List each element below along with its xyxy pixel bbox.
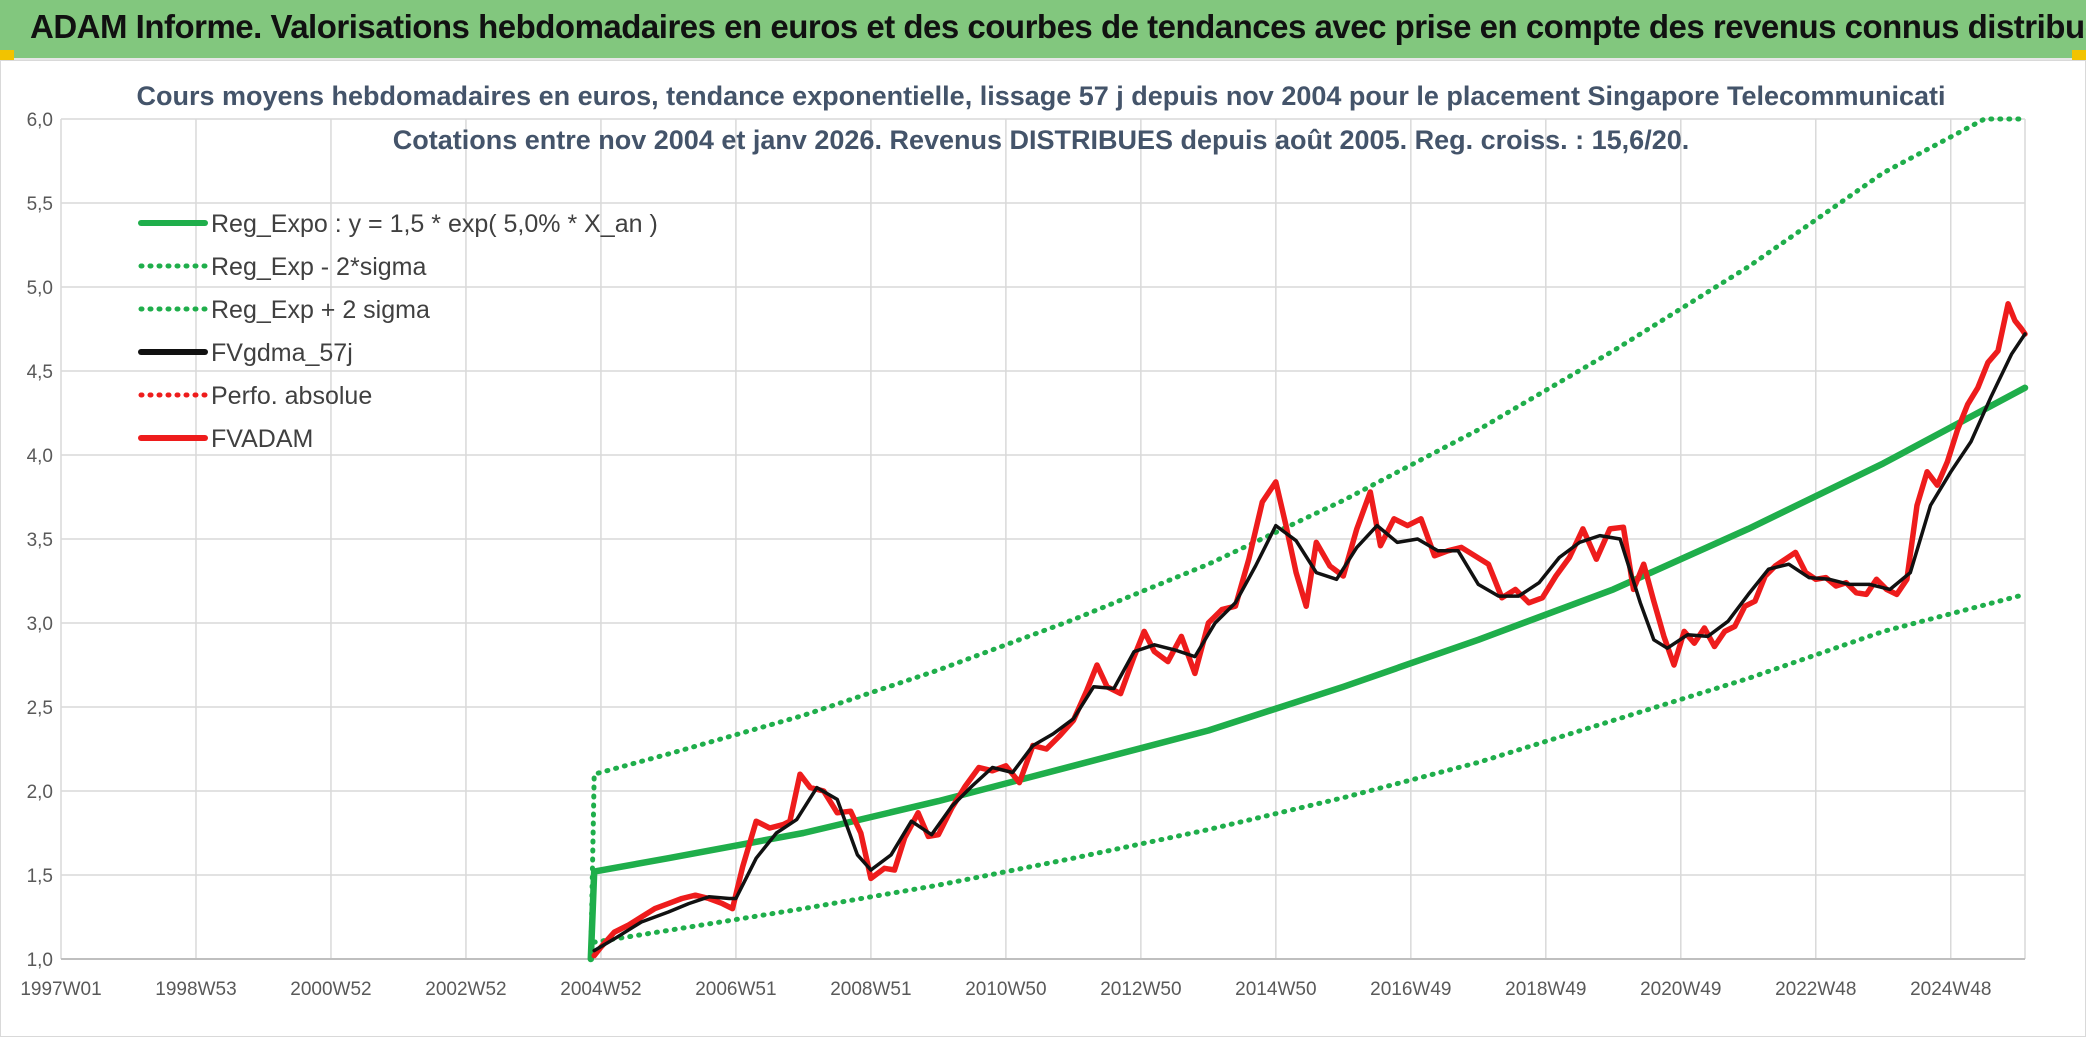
legend-label: FVgdma_57j bbox=[211, 339, 353, 367]
report-banner: ADAM Informe. Valorisations hebdomadaire… bbox=[0, 0, 2086, 61]
y-tick-label: 3,0 bbox=[27, 614, 53, 635]
y-tick-label: 4,0 bbox=[27, 446, 53, 467]
x-tick-label: 2004W52 bbox=[560, 979, 641, 1000]
chart-titles: Cours moyens hebdomadaires en euros, ten… bbox=[136, 65, 1946, 155]
x-tick-label: 1997W01 bbox=[20, 979, 101, 1000]
x-tick-label: 2010W50 bbox=[965, 979, 1046, 1000]
y-tick-label: 2,5 bbox=[27, 698, 53, 719]
series-line-3 bbox=[592, 332, 2027, 953]
chart-legend: Reg_Expo : y = 1,5 * exp( 5,0% * X_an ) R… bbox=[138, 210, 658, 453]
banner-corner-right bbox=[2072, 50, 2086, 60]
legend-label: Reg_Exp - 2*sigma bbox=[211, 253, 426, 281]
x-tick-label: 2000W52 bbox=[290, 979, 371, 1000]
x-tick-label: 2022W48 bbox=[1775, 979, 1856, 1000]
y-tick-label: 1,0 bbox=[27, 950, 53, 971]
series-line-1 bbox=[591, 591, 2028, 945]
series-line-2 bbox=[588, 116, 2028, 962]
legend-label: Reg_Expo : y = 1,5 * exp( 5,0% * X_an ) bbox=[211, 210, 658, 238]
y-tick-label: 5,5 bbox=[27, 194, 53, 215]
line-chart: 1,0 1,5 2,0 2,5 3,0 3,5 4,0 4,5 5,0 5,5 6,0 1997W01… bbox=[20, 65, 2029, 1000]
y-tick-label: 5,0 bbox=[27, 278, 53, 299]
title-background bbox=[251, 65, 1831, 107]
series-line-5 bbox=[591, 301, 2028, 959]
x-tick-label: 2002W52 bbox=[425, 979, 506, 1000]
x-tick-label: 1998W53 bbox=[155, 979, 236, 1000]
y-tick-label: 2,0 bbox=[27, 782, 53, 803]
y-tick-label: 3,5 bbox=[27, 530, 53, 551]
chart-grid bbox=[60, 118, 2026, 960]
chart-axes: 1,0 1,5 2,0 2,5 3,0 3,5 4,0 4,5 5,0 5,5 6,0 1997W01… bbox=[20, 110, 2025, 1000]
legend-label: Reg_Exp + 2 sigma bbox=[211, 296, 430, 324]
y-tick-label: 4,5 bbox=[27, 362, 53, 383]
banner-corner-left bbox=[0, 50, 14, 60]
chart-title: Cours moyens hebdomadaires en euros, ten… bbox=[136, 81, 1945, 111]
chart-subtitle: Cotations entre nov 2004 et janv 2026. R… bbox=[393, 125, 1689, 155]
chart-frame: 1,0 1,5 2,0 2,5 3,0 3,5 4,0 4,5 5,0 5,5 6,0 1997W01… bbox=[0, 60, 2086, 1037]
report-title: ADAM Informe. Valorisations hebdomadaire… bbox=[30, 8, 2086, 45]
y-tick-label: 6,0 bbox=[27, 110, 53, 131]
x-tick-label: 2018W49 bbox=[1505, 979, 1586, 1000]
legend-label: FVADAM bbox=[211, 425, 313, 453]
legend-label: Perfo. absolue bbox=[211, 382, 372, 410]
chart-series bbox=[587, 116, 2029, 963]
series-line-0 bbox=[587, 384, 2029, 963]
x-tick-label: 2006W51 bbox=[695, 979, 776, 1000]
x-tick-label: 2012W50 bbox=[1100, 979, 1181, 1000]
x-tick-label: 2024W48 bbox=[1910, 979, 1991, 1000]
y-tick-label: 1,5 bbox=[27, 866, 53, 887]
x-tick-label: 2016W49 bbox=[1370, 979, 1451, 1000]
x-tick-label: 2014W50 bbox=[1235, 979, 1316, 1000]
x-tick-label: 2020W49 bbox=[1640, 979, 1721, 1000]
x-tick-label: 2008W51 bbox=[830, 979, 911, 1000]
